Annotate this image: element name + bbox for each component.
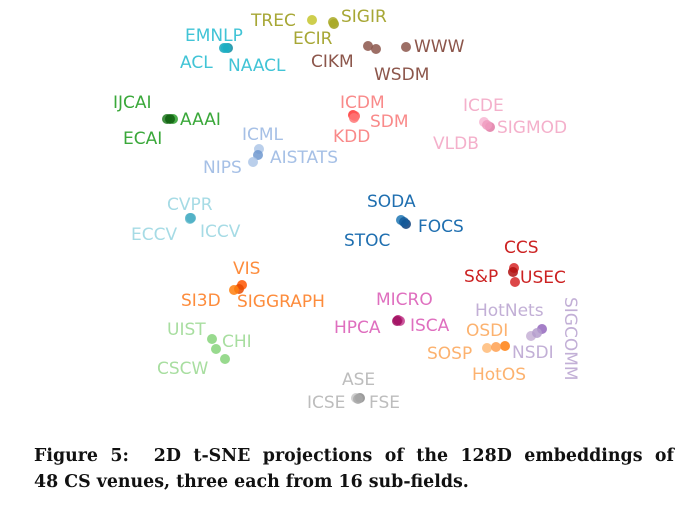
venue-label: TREC (250, 11, 296, 31)
data-point (532, 328, 542, 338)
data-point (207, 334, 217, 344)
venue-label: ICML (242, 125, 284, 145)
cluster-os (482, 341, 510, 353)
venue-label: FOCS (418, 217, 464, 237)
data-point (328, 17, 338, 27)
data-point (186, 213, 196, 223)
venue-label: ICCV (200, 222, 241, 242)
data-point (482, 120, 492, 130)
venue-label: CIKM (311, 52, 354, 72)
cluster-hci (207, 334, 230, 364)
venue-label: KDD (333, 127, 370, 147)
cluster-cv (185, 213, 196, 224)
data-point (510, 277, 520, 287)
cluster-architecture (392, 315, 405, 326)
cluster-ai (162, 114, 178, 124)
caption-line-1: Figure 5: 2D t-SNE projections of the 12… (34, 446, 674, 466)
venue-label: HotNets (475, 301, 544, 321)
data-point (371, 44, 381, 54)
venue-label: ECCV (131, 225, 177, 245)
venue-label: HotOS (472, 365, 526, 385)
venue-label: NIPS (203, 158, 242, 178)
data-point (500, 341, 510, 351)
venue-label: ICDE (463, 96, 504, 116)
venue-label: SIGIR (341, 7, 387, 27)
venue-label: SIGCOMM (560, 297, 580, 381)
data-point (363, 41, 373, 51)
data-point (399, 217, 409, 227)
data-point (221, 43, 231, 53)
data-point (508, 267, 518, 277)
data-point (491, 342, 501, 352)
cluster-nlp (219, 43, 233, 53)
venue-label: ECIR (293, 29, 333, 49)
venue-label: VLDB (433, 134, 479, 154)
venue-label: ASE (342, 370, 375, 390)
venue-label: FSE (369, 393, 400, 413)
cluster-networking (526, 324, 547, 341)
data-point (401, 42, 411, 52)
cluster-se (351, 393, 365, 404)
cluster-ir (307, 15, 339, 29)
data-point (211, 344, 221, 354)
venue-label: MICRO (376, 290, 433, 310)
tsne-scatter-plot: TREC SIGIR ECIR WWW CIKM WSDM EMNLP ACL NAACL IJC… (113, 7, 580, 413)
venue-label: ECAI (123, 129, 162, 149)
data-point (253, 150, 263, 160)
venue-label: CCS (504, 238, 539, 258)
data-point (220, 354, 230, 364)
venue-label: CVPR (167, 195, 213, 215)
venue-label: HPCA (334, 318, 381, 338)
venue-label: VIS (233, 259, 260, 279)
venue-label: ICSE (307, 393, 345, 413)
cluster-security (508, 263, 520, 287)
venue-label: CHI (222, 332, 252, 352)
venue-label: NAACL (228, 56, 286, 76)
venue-label: SIGMOD (497, 118, 567, 138)
cluster-web (363, 41, 411, 54)
data-point (165, 114, 175, 124)
venue-label: SODA (367, 192, 416, 212)
venue-label: SI3D (181, 291, 221, 311)
venue-label: USEC (520, 268, 566, 288)
venue-label: AAAI (180, 110, 221, 130)
venue-label: WWW (414, 37, 465, 57)
cluster-db (479, 117, 495, 132)
venue-label: ISCA (410, 316, 450, 336)
venue-label: UIST (167, 320, 206, 340)
venue-label: WSDM (374, 65, 429, 85)
figure-caption: Figure 5: 2D t-SNE projections of the 12… (34, 443, 674, 495)
cluster-theory (396, 215, 411, 229)
venue-label: NSDI (512, 343, 554, 363)
venue-label: AISTATS (270, 148, 338, 168)
caption-line-2: 48 CS venues, three each from 16 sub-fie… (34, 472, 469, 492)
data-point (353, 394, 363, 404)
data-point (229, 285, 239, 295)
venue-label: ACL (180, 53, 213, 73)
data-point (392, 316, 402, 326)
data-point (307, 15, 317, 25)
venue-label: S&P (464, 267, 498, 287)
venue-label: IJCAI (113, 93, 152, 113)
venue-label: EMNLP (185, 26, 243, 46)
data-point (482, 343, 492, 353)
data-point (349, 113, 359, 123)
venue-label: SOSP (427, 344, 472, 364)
venue-label: OSDI (466, 321, 508, 341)
cluster-dm (348, 110, 360, 123)
cluster-graphics (229, 280, 247, 295)
venue-label: SDM (370, 112, 409, 132)
venue-label: SIGGRAPH (237, 292, 325, 312)
labels-layer: TREC SIGIR ECIR WWW CIKM WSDM EMNLP ACL NAACL IJC… (113, 7, 580, 413)
venue-label: STOC (344, 231, 390, 251)
venue-label: CSCW (157, 359, 209, 379)
venue-label: ICDM (340, 93, 385, 113)
cluster-ml (248, 144, 264, 167)
points-layer (162, 15, 547, 404)
data-point (248, 157, 258, 167)
